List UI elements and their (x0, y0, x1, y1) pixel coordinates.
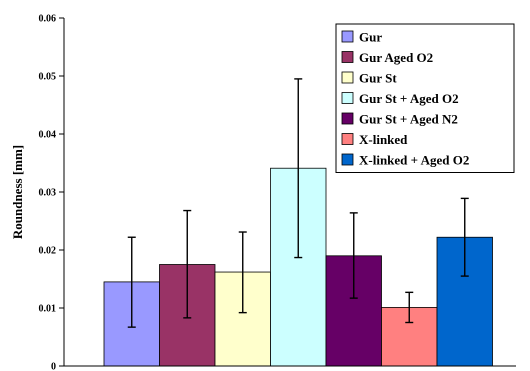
y-tick-label: 0.04 (39, 130, 57, 141)
y-tick-label: 0 (51, 362, 56, 371)
axes (63, 18, 516, 367)
legend-swatch (341, 71, 354, 84)
y-axis-ticks: 0 0.01 0.02 0.03 0.04 0.05 0.06 (39, 14, 64, 371)
y-tick-label: 0.05 (39, 72, 57, 83)
legend-label: X-linked (359, 132, 408, 147)
legend-swatch (341, 133, 354, 145)
legend-swatch (341, 30, 354, 43)
legend-label: X-linked + Aged O2 (359, 153, 469, 168)
legend-swatch (341, 153, 354, 166)
y-tick-label: 0.03 (39, 188, 57, 199)
legend-swatch (341, 112, 354, 125)
legend: Gur Gur Aged O2 Gur St Gur St + Aged O2 Gur … (335, 23, 515, 173)
legend-swatch (341, 92, 354, 104)
error-bars (127, 78, 469, 328)
y-tick-label: 0.01 (39, 304, 57, 315)
legend-label: Gur Aged O2 (359, 50, 433, 65)
legend-label: Gur St + Aged N2 (359, 112, 458, 127)
legend-swatch (341, 51, 354, 63)
y-tick-label: 0.02 (39, 246, 57, 257)
legend-box (335, 23, 515, 173)
legend-label: Gur St (359, 71, 397, 86)
legend-label: Gur St + Aged O2 (359, 91, 459, 106)
bar (436, 236, 493, 367)
y-tick-label: 0.06 (39, 14, 57, 25)
legend-label: Gur (359, 30, 382, 45)
y-axis-title: Roundness [mm] (10, 145, 25, 239)
